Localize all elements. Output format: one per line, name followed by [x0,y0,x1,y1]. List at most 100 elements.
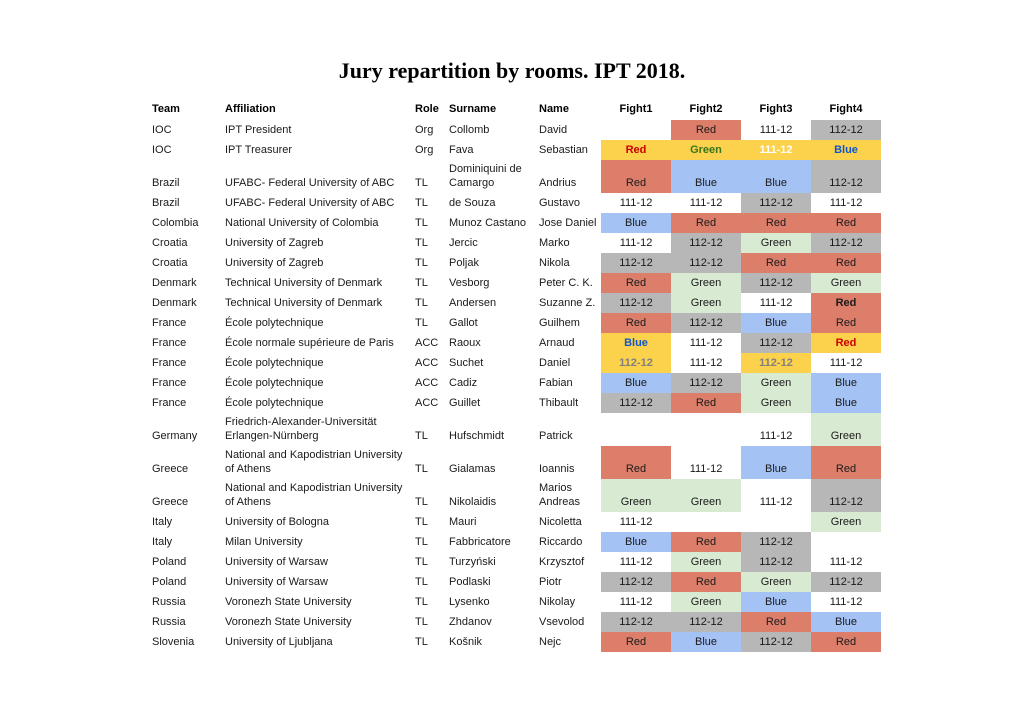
affiliation-cell: École polytechnique [225,377,324,389]
name-cell: Gustavo [539,197,580,209]
role-cell: Org [415,124,434,136]
team-cell: Brazil [152,197,180,209]
fight1-cell: 112-12 [601,353,671,373]
table-row: Russia Voronezh State University TL Lysenko… [148,592,881,612]
surname-cell: Guillet [449,397,481,409]
fight2-cell: Blue [671,160,741,193]
role-cell: TL [415,463,428,475]
fight4-cell: 111-12 [829,556,863,568]
column-header-fight2: Fight2 [689,103,723,115]
affiliation-cell: Friedrich-Alexander-Universität Erlangen… [225,416,377,442]
team-cell: France [152,317,187,329]
table-row: Brazil UFABC- Federal University of ABC TL… [148,160,881,193]
role-cell: ACC [415,357,439,369]
fight3-cell [741,512,811,532]
jury-table: Team Affiliation Role Surname Name Fight… [148,94,881,652]
fight1-cell: 112-12 [601,612,671,632]
fight2-cell: Red [671,572,741,592]
affiliation-cell: Technical University of Denmark [225,297,383,309]
fight4-cell: Red [811,446,881,479]
surname-cell: Poljak [449,257,479,269]
fight2-cell: 111-12 [689,463,723,475]
surname-cell: Nikolaidis [449,496,497,508]
team-cell: Russia [152,616,186,628]
role-cell: TL [415,217,428,229]
fight2-cell: 111-12 [689,337,723,349]
fight1-cell: 111-12 [619,556,653,568]
fight3-cell: 111-12 [759,496,793,508]
fight1-cell: Red [601,140,671,160]
surname-cell: Zhdanov [449,616,492,628]
table-row: Denmark Technical University of Denmark TL… [148,273,881,293]
surname-cell: Podlaski [449,576,491,588]
fight4-cell: 111-12 [829,357,863,369]
fight1-cell [601,120,671,140]
team-cell: Croatia [152,237,188,249]
fight4-cell: 111-12 [829,197,863,209]
surname-cell: Gallot [449,317,478,329]
fight3-cell: Blue [741,313,811,333]
role-cell: TL [415,177,428,189]
fight4-cell: Green [811,512,881,532]
table-row: Brazil UFABC- Federal University of ABC TL… [148,193,881,213]
fight1-cell [601,413,671,446]
affiliation-cell: IPT President [225,124,292,136]
team-cell: Russia [152,596,186,608]
header-row: Team Affiliation Role Surname Name Fight… [148,94,881,120]
table-row: Denmark Technical University of Denmark TL… [148,293,881,313]
role-cell: TL [415,257,428,269]
fight4-cell: 112-12 [811,160,881,193]
name-cell: Guilhem [539,317,580,329]
table-row: Colombia National University of Colombia T… [148,213,881,233]
surname-cell: Mauri [449,516,477,528]
table-row: Poland University of Warsaw TL Podlaski Piot… [148,572,881,592]
fight3-cell: 112-12 [741,193,811,213]
surname-cell: Hufschmidt [449,430,505,442]
surname-cell: Collomb [449,124,490,136]
role-cell: TL [415,317,428,329]
fight3-cell: Green [741,393,811,413]
fight2-cell: Green [671,140,741,160]
name-cell: Marko [539,237,570,249]
fight2-cell: 112-12 [671,253,741,273]
fight2-cell: 112-12 [671,612,741,632]
team-cell: Denmark [152,277,197,289]
affiliation-cell: National University of Colombia [225,217,379,229]
affiliation-cell: Milan University [225,536,303,548]
name-cell: Patrick [539,430,573,442]
role-cell: TL [415,596,428,608]
role-cell: TL [415,536,428,548]
fight4-cell: Red [811,253,881,273]
fight2-cell: Green [671,479,741,512]
fight4-cell: Blue [811,373,881,393]
role-cell: TL [415,496,428,508]
fight4-cell: Green [811,413,881,446]
surname-cell: Cadiz [449,377,478,389]
fight4-cell: Blue [811,393,881,413]
fight1-cell: Blue [601,373,671,393]
role-cell: TL [415,297,428,309]
column-header-role: Role [415,103,439,115]
affiliation-cell: UFABC- Federal University of ABC [225,177,395,189]
fight1-cell: Red [601,160,671,193]
name-cell: Thibault [539,397,579,409]
fight4-cell [811,532,881,552]
role-cell: TL [415,556,428,568]
fight3-cell: Blue [741,160,811,193]
fight1-cell: 112-12 [601,253,671,273]
affiliation-cell: National and Kapodistrian University of … [225,482,403,508]
fight1-cell: 111-12 [619,237,653,249]
fight3-cell: Red [741,213,811,233]
affiliation-cell: University of Warsaw [225,556,328,568]
fight4-cell: Red [811,632,881,652]
fight3-cell: 111-12 [759,124,793,136]
fight4-cell: Blue [811,612,881,632]
team-cell: Slovenia [152,636,195,648]
fight2-cell: Red [671,213,741,233]
name-cell: Ioannis [539,463,575,475]
team-cell: Germany [152,430,198,442]
affiliation-cell: École polytechnique [225,357,324,369]
fight1-cell: Blue [601,532,671,552]
affiliation-cell: Voronezh State University [225,596,352,608]
fight3-cell: Blue [741,446,811,479]
